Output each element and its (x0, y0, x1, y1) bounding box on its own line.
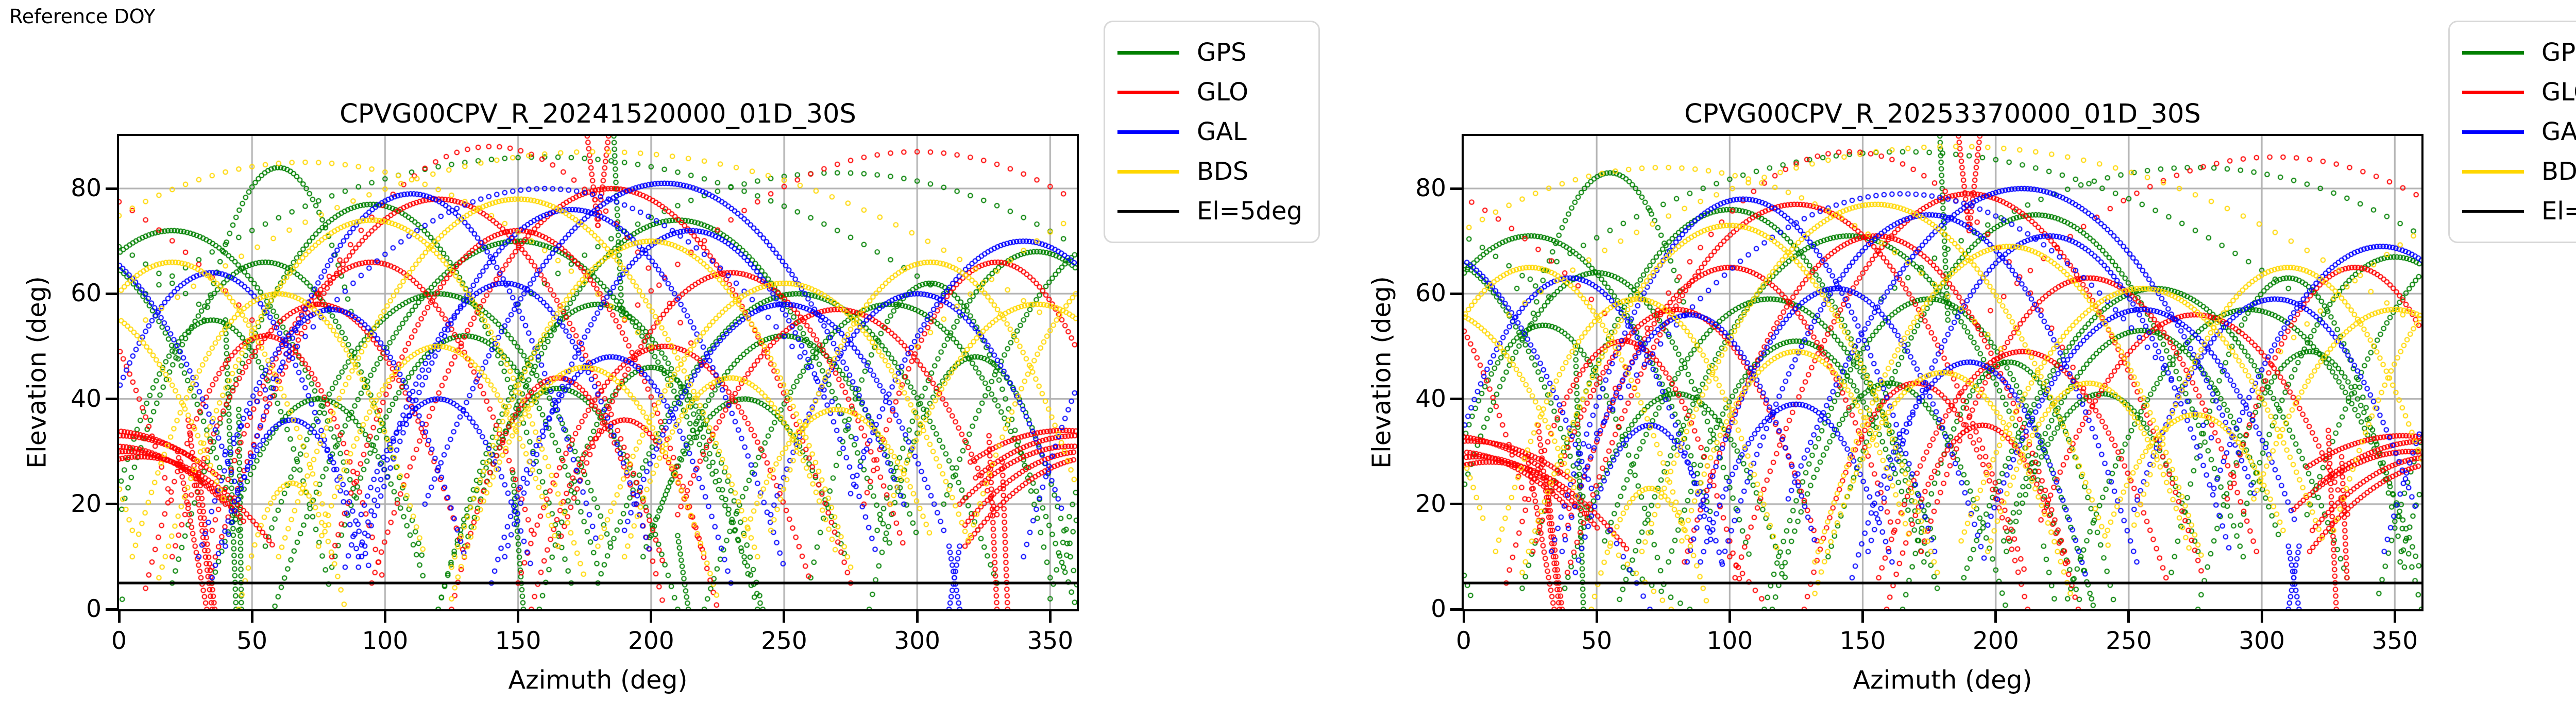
x-tick-label: 250 (2106, 627, 2152, 655)
x-tick (650, 611, 653, 623)
x-tick-label: 300 (894, 627, 941, 655)
subplot-left-plot-area (117, 134, 1079, 611)
x-tick (517, 611, 520, 623)
legend-item-gal: GAL (1117, 117, 1306, 146)
subplot-left-title: CPVG00CPV_R_20241520000_01D_30S (340, 99, 856, 129)
legend-item-glo: GLO (2462, 78, 2576, 107)
legend-line-swatch (1117, 210, 1179, 213)
x-tick-label: 350 (2371, 627, 2418, 655)
y-tick-label: 40 (71, 384, 101, 413)
legend-label: BDS (1197, 157, 1249, 186)
x-tick (783, 611, 786, 623)
legend-item-bds: BDS (2462, 157, 2576, 186)
legend-line-swatch (2462, 210, 2524, 213)
legend-line-swatch (1117, 50, 1179, 55)
reference-doy-label: Reference DOY (9, 5, 156, 28)
x-tick-label: 300 (2239, 627, 2285, 655)
y-tick-label: 60 (71, 279, 101, 308)
y-tick-label: 20 (1415, 489, 1446, 518)
y-tick (1450, 608, 1462, 611)
x-tick (1994, 611, 1997, 623)
legend-line-swatch (2462, 130, 2524, 134)
x-tick (1728, 611, 1731, 623)
x-tick-label: 100 (362, 627, 409, 655)
x-tick-label: 0 (1456, 627, 1471, 655)
legend-item-glo: GLO (1117, 78, 1306, 107)
subplot-left-legend: GPS GLO GAL BDS El=5deg (1104, 21, 1320, 243)
legend-item-bds: BDS (1117, 157, 1306, 186)
legend-item-gps: GPS (2462, 38, 2576, 67)
y-tick (106, 398, 117, 401)
legend-label: GPS (1197, 38, 1247, 67)
y-tick (106, 608, 117, 611)
x-tick-label: 150 (1839, 627, 1886, 655)
legend-line-swatch (1117, 90, 1179, 94)
x-tick (117, 611, 121, 623)
x-tick-label: 250 (761, 627, 807, 655)
x-tick-label: 200 (628, 627, 674, 655)
x-tick-label: 100 (1706, 627, 1753, 655)
legend-line-swatch (1117, 169, 1179, 174)
legend-item-gal: GAL (2462, 117, 2576, 146)
x-tick-label: 200 (1972, 627, 2019, 655)
subplot-right-title: CPVG00CPV_R_20253370000_01D_30S (1684, 99, 2201, 129)
x-tick (250, 611, 253, 623)
legend-label: El=5deg (1197, 197, 1302, 226)
x-tick-label: 350 (1027, 627, 1074, 655)
legend-item-el-5deg: El=5deg (2462, 197, 2576, 226)
y-tick (106, 292, 117, 295)
legend-label: GAL (1197, 117, 1247, 146)
x-tick-label: 50 (1581, 627, 1613, 655)
x-tick-label: 50 (236, 627, 268, 655)
y-tick-label: 60 (1415, 279, 1446, 308)
x-tick (2393, 611, 2396, 623)
x-tick (1595, 611, 1598, 623)
legend-label: BDS (2541, 157, 2576, 186)
x-tick (383, 611, 386, 623)
y-tick-label: 0 (86, 595, 101, 623)
legend-item-el-5deg: El=5deg (1117, 197, 1306, 226)
x-tick (1048, 611, 1052, 623)
y-tick-label: 40 (1415, 384, 1446, 413)
x-tick-label: 150 (495, 627, 541, 655)
legend-label: El=5deg (2541, 197, 2576, 226)
subplot-right-legend: GPS GLO GAL BDS El=5deg (2448, 21, 2576, 243)
y-tick (1450, 503, 1462, 506)
y-tick (106, 503, 117, 506)
legend-label: GLO (2541, 78, 2576, 107)
legend-line-swatch (2462, 50, 2524, 55)
legend-line-swatch (2462, 169, 2524, 174)
y-tick-label: 0 (1431, 595, 1446, 623)
legend-item-gps: GPS (1117, 38, 1306, 67)
x-tick (1462, 611, 1465, 623)
legend-line-swatch (1117, 130, 1179, 134)
x-tick (2260, 611, 2263, 623)
y-tick (1450, 398, 1462, 401)
y-tick-label: 80 (1415, 174, 1446, 203)
subplot-left-canvas (119, 136, 1077, 609)
x-tick-label: 0 (111, 627, 127, 655)
x-tick (2127, 611, 2130, 623)
subplot-right-plot-area (1462, 134, 2424, 611)
y-tick-label: 80 (71, 174, 101, 203)
x-tick (916, 611, 919, 623)
y-tick-label: 20 (71, 489, 101, 518)
y-tick (1450, 187, 1462, 190)
legend-label: GLO (1197, 78, 1249, 107)
subplot-right-canvas (1464, 136, 2421, 609)
subplot-right-xaxis-label: Azimuth (deg) (1853, 665, 2032, 695)
x-tick (1861, 611, 1865, 623)
y-tick (1450, 292, 1462, 295)
legend-line-swatch (2462, 90, 2524, 94)
y-tick (106, 187, 117, 190)
legend-label: GPS (2541, 38, 2576, 67)
legend-label: GAL (2541, 117, 2576, 146)
subplot-left-xaxis-label: Azimuth (deg) (508, 665, 688, 695)
